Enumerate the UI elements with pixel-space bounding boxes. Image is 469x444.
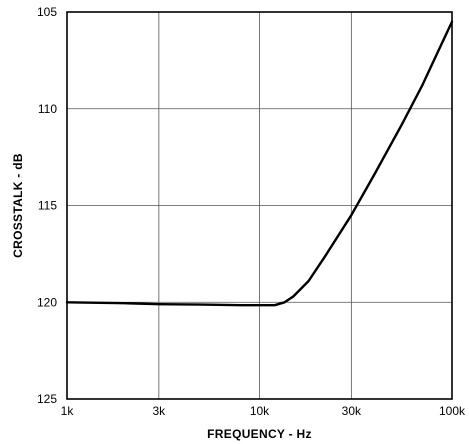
y-tick-label: 125 — [37, 392, 57, 406]
y-tick-label: 105 — [37, 5, 57, 19]
y-tick-label: 120 — [37, 295, 57, 309]
plot-frame — [66, 11, 453, 400]
x-tick-label: 100k — [439, 404, 466, 418]
y-tick-label: 110 — [38, 102, 57, 116]
y-tick-label: 115 — [38, 199, 57, 213]
y-axis-title: CROSSTALK - dB — [11, 153, 25, 258]
x-axis-title: FREQUENCY - Hz — [207, 427, 312, 441]
x-tick-label: 10k — [250, 404, 270, 418]
x-tick-labels: 1k 3k 10k 30k 100k — [61, 404, 466, 418]
x-tick-label: 3k — [153, 404, 167, 418]
x-tick-label: 1k — [61, 404, 75, 418]
y-tick-labels: 105 110 115 120 125 — [37, 5, 57, 406]
grid — [67, 12, 452, 399]
crosstalk-series-line — [65, 20, 454, 307]
x-tick-label: 30k — [342, 404, 362, 418]
